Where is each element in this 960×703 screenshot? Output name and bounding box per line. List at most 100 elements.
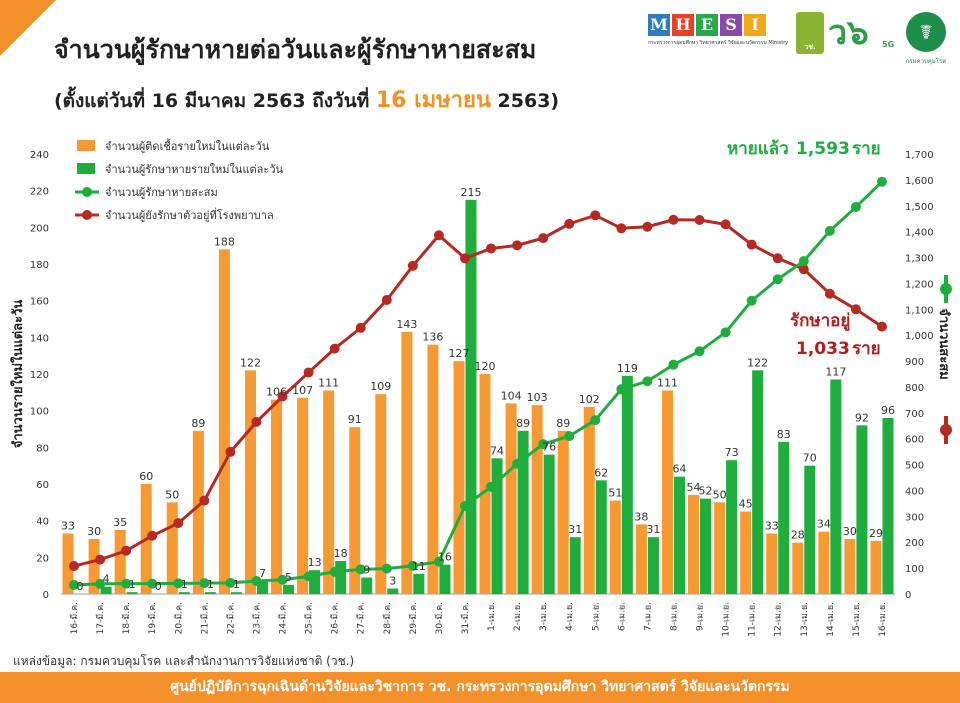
point-cumulative-recovered bbox=[303, 571, 314, 582]
callout-recovered-value: 1,593 bbox=[796, 139, 850, 159]
nrct-logo-text: วช. NRCT bbox=[799, 43, 821, 61]
x-tick-label: 18-มี.ค. bbox=[121, 602, 132, 634]
point-cumulative-recovered bbox=[590, 415, 601, 426]
point-cumulative-recovered bbox=[251, 576, 262, 587]
bar-label-new-recovered: 4 bbox=[103, 573, 110, 586]
bar-new-recovered bbox=[804, 465, 816, 594]
bar-new-recovered bbox=[752, 370, 764, 594]
bar-new-recovered bbox=[309, 570, 321, 594]
mhesi-logo-letter: H bbox=[672, 14, 694, 36]
y-left-tick-label: 200 bbox=[30, 223, 49, 234]
y-right-tick-label: 500 bbox=[905, 461, 924, 472]
point-in-hospital bbox=[251, 416, 262, 427]
bar-new-recovered bbox=[621, 375, 633, 594]
x-tick-label: 13-เม.ย. bbox=[800, 602, 810, 637]
bar-new-recovered bbox=[465, 199, 477, 595]
ddc-logo-caption: กรมควบคุมโรค bbox=[905, 58, 947, 65]
legend-dot-in-hospital bbox=[82, 210, 92, 220]
x-tick-label: 3-เม.ย. bbox=[539, 602, 549, 631]
point-in-hospital bbox=[694, 215, 705, 225]
point-in-hospital bbox=[772, 253, 783, 264]
x-tick-label: 21-มี.ค. bbox=[199, 602, 210, 634]
subtitle-post: 2563) bbox=[490, 90, 560, 112]
bar-new-recovered bbox=[439, 564, 451, 594]
y-right-tick-label: 600 bbox=[905, 435, 924, 446]
bar-label-new-recovered: 83 bbox=[777, 428, 791, 441]
bar-label-new-infected: 54 bbox=[687, 481, 701, 494]
y-right-tick-label: 1,300 bbox=[905, 254, 934, 265]
data-source-note: แหล่งข้อมูล: กรมควบคุมโรค และสำนักงานการ… bbox=[13, 654, 355, 668]
right-axis-marker-hospital-dot bbox=[940, 424, 952, 436]
point-in-hospital bbox=[512, 240, 523, 251]
bar-new-recovered bbox=[882, 418, 894, 594]
bar-new-recovered bbox=[517, 430, 529, 594]
y-right-tick-label: 1,100 bbox=[905, 305, 934, 316]
bar-label-new-infected: 111 bbox=[657, 377, 678, 390]
y-right-tick-label: 100 bbox=[905, 564, 924, 575]
point-cumulative-recovered bbox=[668, 359, 679, 370]
bar-new-infected bbox=[740, 511, 752, 594]
x-tick-label: 9-เม.ย. bbox=[696, 602, 706, 631]
bar-label-new-recovered: 64 bbox=[672, 463, 686, 476]
y-right-tick-label: 300 bbox=[905, 512, 924, 523]
bar-label-new-recovered: 119 bbox=[617, 362, 638, 375]
point-cumulative-recovered bbox=[616, 384, 627, 395]
point-cumulative-recovered bbox=[798, 256, 809, 267]
bar-new-infected bbox=[818, 531, 830, 594]
bar-label-new-recovered: 62 bbox=[594, 466, 608, 479]
y-right-tick-label: 400 bbox=[905, 486, 924, 497]
bar-new-recovered bbox=[491, 458, 503, 594]
bar-label-new-infected: 127 bbox=[448, 347, 469, 360]
bar-new-recovered bbox=[856, 425, 868, 594]
bar-label-new-recovered: 0 bbox=[77, 580, 84, 593]
logo-strip: M H E S I กระทรวงการอุดมศึกษา วิทยาศาสตร… bbox=[648, 12, 953, 66]
bar-new-recovered bbox=[700, 498, 712, 594]
y-right-axis-title: จำนวนสะสม bbox=[936, 308, 952, 379]
point-cumulative-recovered bbox=[720, 327, 731, 338]
bar-new-infected bbox=[375, 394, 387, 594]
x-tick-label: 31-มี.ค. bbox=[460, 602, 471, 634]
point-in-hospital bbox=[746, 239, 757, 250]
bar-label-new-infected: 45 bbox=[739, 498, 753, 511]
y-right-tick-label: 0 bbox=[905, 590, 911, 601]
point-in-hospital bbox=[459, 253, 470, 264]
point-in-hospital bbox=[173, 518, 184, 529]
y-left-tick-label: 0 bbox=[43, 590, 49, 601]
bar-new-infected bbox=[62, 533, 74, 594]
mhesi-logo-letter: M bbox=[648, 14, 670, 36]
bar-label-new-infected: 28 bbox=[791, 529, 805, 542]
x-tick-label: 4-เม.ย. bbox=[565, 602, 575, 631]
bar-label-new-infected: 120 bbox=[475, 360, 496, 373]
point-cumulative-recovered bbox=[642, 376, 653, 387]
x-tick-label: 1-เม.ย. bbox=[487, 602, 497, 631]
bar-new-recovered bbox=[778, 441, 790, 594]
bar-new-infected bbox=[635, 524, 647, 594]
bar-label-new-infected: 107 bbox=[292, 384, 313, 397]
bar-label-new-recovered: 117 bbox=[825, 366, 846, 379]
legend-label: จำนวนผู้ติดเชื้อรายใหม่ในแต่ละวัน bbox=[105, 138, 270, 153]
bar-label-new-infected: 51 bbox=[608, 487, 622, 500]
bar-new-recovered bbox=[673, 476, 685, 594]
bar-new-recovered bbox=[256, 581, 268, 594]
x-tick-label: 25-มี.ค. bbox=[304, 602, 315, 634]
bar-new-recovered bbox=[335, 561, 347, 594]
point-in-hospital bbox=[303, 367, 314, 378]
point-in-hospital bbox=[798, 264, 809, 275]
point-in-hospital bbox=[720, 219, 731, 230]
line-in-hospital bbox=[73, 213, 883, 568]
bar-new-recovered bbox=[126, 592, 138, 594]
bar-label-new-recovered: 31 bbox=[646, 523, 660, 536]
point-cumulative-recovered bbox=[850, 202, 861, 213]
bar-label-new-infected: 143 bbox=[396, 318, 417, 331]
bar-label-new-recovered: 9 bbox=[363, 564, 370, 577]
point-in-hospital bbox=[95, 554, 106, 565]
bar-new-infected bbox=[244, 370, 256, 594]
point-cumulative-recovered bbox=[381, 563, 392, 574]
point-in-hospital bbox=[538, 233, 549, 244]
point-in-hospital bbox=[616, 223, 627, 234]
y-right-tick-label: 800 bbox=[905, 383, 924, 394]
x-tick-label: 26-มี.ค. bbox=[330, 602, 341, 634]
bar-new-infected bbox=[766, 533, 778, 594]
point-cumulative-recovered bbox=[329, 566, 340, 577]
bar-label-new-recovered: 52 bbox=[699, 485, 713, 498]
